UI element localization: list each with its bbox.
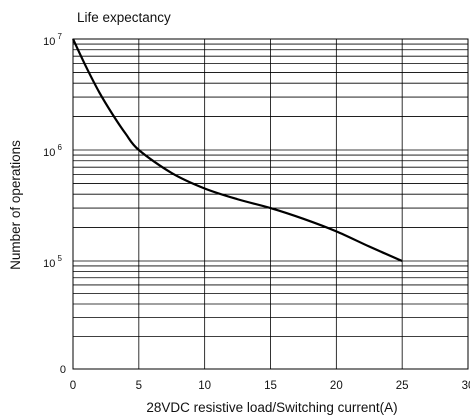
x-tick-label: 15 bbox=[264, 380, 277, 392]
x-axis-label: 28VDC resistive load/Switching current(A… bbox=[146, 400, 397, 415]
plot-frame bbox=[72, 38, 469, 370]
y-axis-tick-labels: 10 7 10 6 10 5 0 bbox=[43, 32, 66, 376]
chart-title: Life expectancy bbox=[77, 10, 171, 25]
y-tick-label: 10 6 bbox=[43, 143, 62, 159]
x-tick-label: 30 bbox=[462, 380, 470, 392]
chart-series bbox=[72, 38, 403, 263]
x-tick-label: 5 bbox=[136, 380, 142, 392]
y-axis-label: Number of operations bbox=[8, 140, 23, 270]
y-tick-label: 10 5 bbox=[43, 254, 62, 270]
y-tick-label: 10 7 bbox=[43, 32, 62, 48]
y-tick-exponent: 7 bbox=[55, 32, 62, 41]
x-tick-label: 10 bbox=[198, 380, 211, 392]
x-tick-label: 0 bbox=[70, 380, 76, 392]
series-line bbox=[72, 38, 403, 263]
y-tick-label: 0 bbox=[60, 364, 66, 376]
x-tick-label: 20 bbox=[330, 380, 343, 392]
x-axis-tick-labels: 0 5 10 15 20 25 30 bbox=[70, 380, 470, 392]
y-tick-exponent: 5 bbox=[55, 254, 62, 263]
chart-grid bbox=[72, 39, 469, 369]
x-tick-label: 25 bbox=[396, 380, 409, 392]
y-tick-exponent: 6 bbox=[55, 143, 62, 152]
